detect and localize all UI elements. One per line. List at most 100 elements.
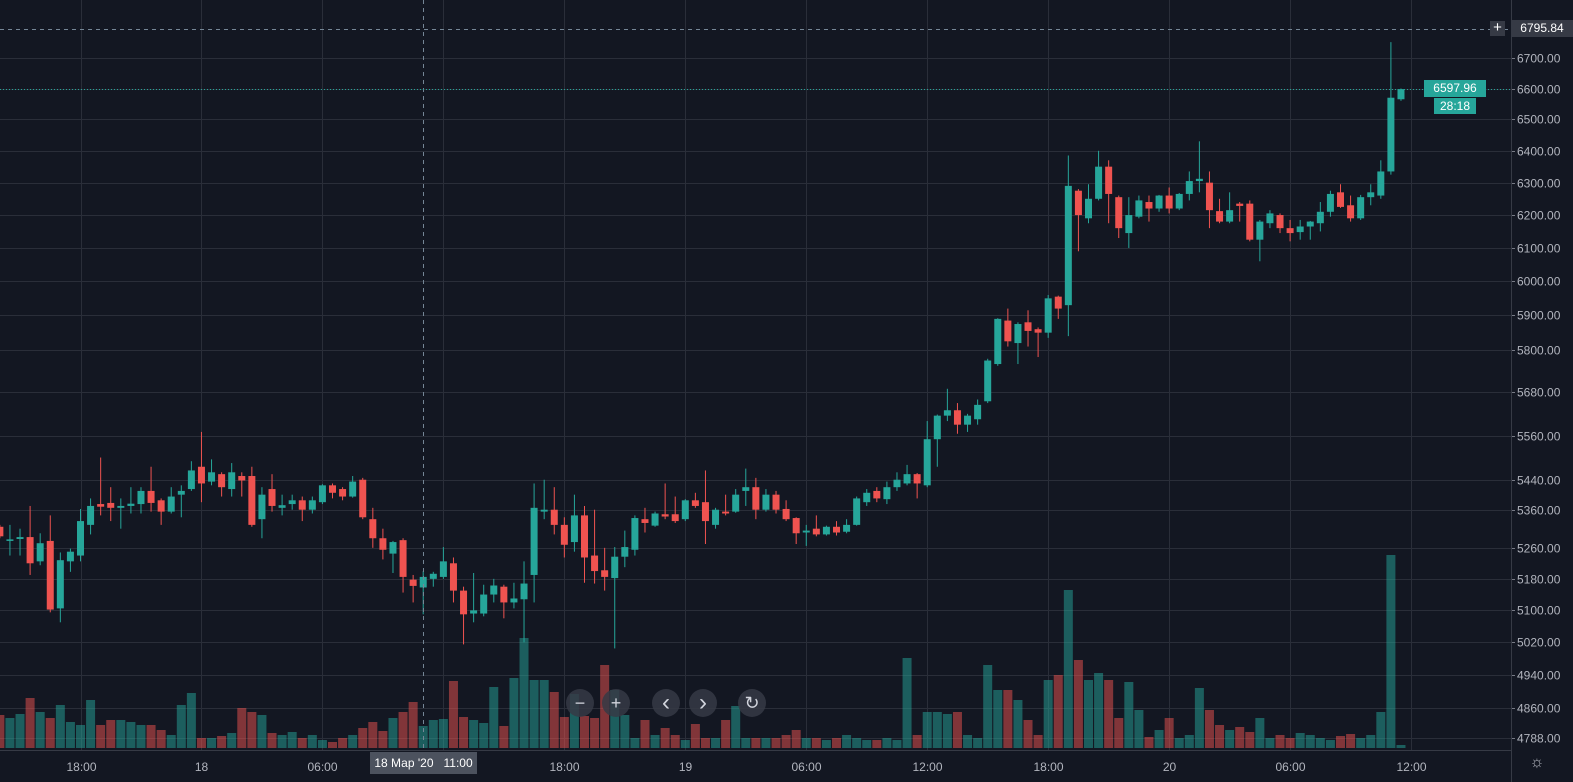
volume-bar	[771, 738, 781, 748]
volume-bar	[519, 638, 529, 748]
volume-bar	[963, 735, 973, 748]
candle-body	[1377, 171, 1385, 196]
minus-icon: −	[574, 692, 586, 713]
candle-body	[1064, 185, 1072, 306]
candle-body	[853, 498, 861, 525]
gear-icon: ☼	[1529, 754, 1545, 771]
candle-body	[1205, 182, 1213, 211]
volume-bar	[65, 722, 75, 748]
volume-bar	[1084, 680, 1093, 748]
candle-body	[318, 485, 326, 503]
candle-body	[87, 505, 95, 525]
candle-body	[1337, 192, 1344, 207]
add-alert-plus-button[interactable]: +	[1490, 20, 1505, 36]
candle-body	[1296, 226, 1304, 233]
volume-bar	[1315, 738, 1325, 748]
candle-body	[530, 507, 538, 575]
scroll-left-button[interactable]: ‹	[652, 689, 680, 717]
zoom-out-button[interactable]: −	[566, 689, 594, 717]
volume-bar	[922, 712, 932, 748]
candle-body	[1115, 197, 1123, 229]
time-tick-label: 19	[679, 760, 693, 774]
candle-body	[208, 472, 216, 482]
candle-body	[6, 539, 14, 541]
plus-icon: +	[610, 692, 622, 713]
volume-bar	[731, 706, 741, 748]
volume-bar	[1134, 710, 1144, 748]
candle-body	[570, 515, 578, 543]
candle-body	[994, 318, 1002, 365]
volume-bars	[0, 555, 1406, 748]
candle-body	[228, 472, 236, 490]
volume-bar	[76, 725, 85, 748]
candle-body	[923, 439, 931, 486]
volume-bar	[388, 718, 398, 748]
volume-bar	[499, 726, 509, 748]
zoom-in-button[interactable]: +	[602, 689, 630, 717]
volume-bar	[832, 738, 841, 748]
volume-bar	[398, 712, 408, 748]
last-price-label: 6597.96	[1424, 80, 1486, 97]
candle-body	[1256, 221, 1264, 240]
candle-body	[510, 598, 518, 603]
volume-bar	[247, 712, 257, 748]
volume-bar	[721, 720, 731, 748]
candle-body	[218, 474, 226, 488]
volume-bar	[479, 723, 489, 748]
candle-body	[1246, 203, 1254, 240]
candle-body	[56, 560, 64, 609]
volume-bar	[761, 738, 771, 748]
volume-bar	[126, 722, 136, 748]
candle-body	[339, 489, 347, 497]
volume-bar	[368, 722, 378, 748]
volume-bar	[1114, 718, 1124, 748]
volume-bar	[1396, 745, 1406, 748]
candle-body	[591, 555, 599, 572]
candle-body	[1024, 322, 1032, 331]
candle-body	[1074, 190, 1082, 216]
volume-bar	[1285, 738, 1295, 748]
volume-bar	[1386, 555, 1396, 748]
time-tick-label: 06:00	[1275, 760, 1305, 774]
volume-bar	[116, 720, 126, 748]
chart-settings-button[interactable]: ☼	[1528, 754, 1546, 772]
volume-bar	[1204, 710, 1214, 748]
candle-body	[1266, 213, 1274, 224]
scroll-right-button[interactable]: ›	[689, 689, 717, 717]
volume-bar	[912, 735, 922, 748]
candle-body	[833, 526, 840, 533]
candle-body	[701, 502, 709, 522]
volume-bar	[842, 735, 852, 748]
bar-countdown-label: 28:18	[1434, 98, 1476, 114]
candle-body	[349, 481, 357, 497]
candle-body	[1226, 210, 1234, 222]
volume-bar	[1295, 733, 1305, 748]
grid	[0, 0, 1511, 750]
candle-body	[691, 500, 699, 506]
reset-chart-button[interactable]: ↻	[738, 689, 766, 717]
candle-body	[953, 410, 961, 425]
volume-bar	[1053, 675, 1063, 748]
volume-bar	[1215, 725, 1225, 748]
time-tick-label: 12:00	[1396, 760, 1426, 774]
candle-body	[782, 508, 790, 520]
volume-bar	[549, 692, 559, 748]
candle-body	[651, 513, 659, 526]
candle-body	[1105, 166, 1113, 194]
price-tick-label: 6700.00	[1517, 52, 1561, 66]
time-tick-label: 06:00	[791, 760, 821, 774]
volume-bar	[1154, 730, 1164, 748]
volume-bar	[408, 702, 418, 748]
candle-body	[1316, 211, 1324, 224]
candle-body	[974, 404, 982, 420]
candle-body	[1387, 97, 1395, 172]
time-tick-label: 18:00	[1033, 760, 1063, 774]
volume-bar	[1265, 738, 1275, 748]
candle-body	[631, 518, 639, 550]
candle-body	[772, 494, 780, 510]
volume-bar	[882, 738, 892, 748]
volume-bar	[1366, 735, 1376, 748]
volume-bar	[1033, 735, 1043, 748]
volume-bar	[902, 658, 912, 748]
